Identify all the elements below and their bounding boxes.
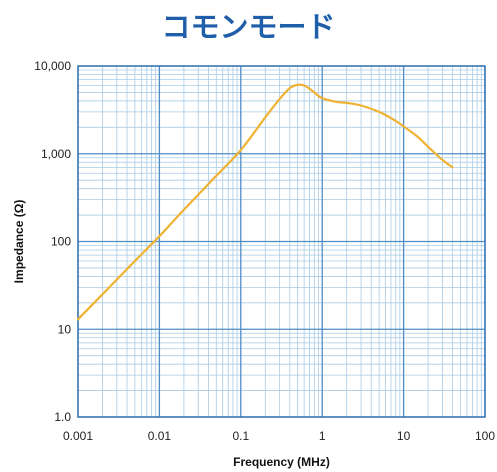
x-tick-label: 10 <box>397 429 411 443</box>
y-tick-label: 10 <box>58 322 72 336</box>
y-tick-label: 1.0 <box>54 410 71 424</box>
y-tick-label: 100 <box>51 235 71 249</box>
impedance-curve-group <box>76 83 454 321</box>
x-tick-label: 0.1 <box>232 429 249 443</box>
x-tick-label: 1 <box>319 429 326 443</box>
x-tick-label: 0.001 <box>63 429 93 443</box>
y-tick-label: 10,000 <box>34 59 71 73</box>
y-tick-labels: 1.0 10 100 1,000 10,000 <box>34 59 71 424</box>
y-tick-label: 1,000 <box>41 147 71 161</box>
grid <box>77 65 486 418</box>
plot-border <box>77 65 486 418</box>
x-tick-labels: 0.001 0.01 0.1 1 10 100 <box>63 429 495 443</box>
y-axis-label: Impedance (Ω) <box>12 200 26 284</box>
plot-frame <box>77 65 486 418</box>
chart-title: コモンモード <box>161 10 336 44</box>
x-tick-label: 0.01 <box>148 429 172 443</box>
x-tick-label: 100 <box>475 429 495 443</box>
x-axis-label: Frequency (MHz) <box>233 455 330 469</box>
impedance-curve <box>76 83 454 321</box>
